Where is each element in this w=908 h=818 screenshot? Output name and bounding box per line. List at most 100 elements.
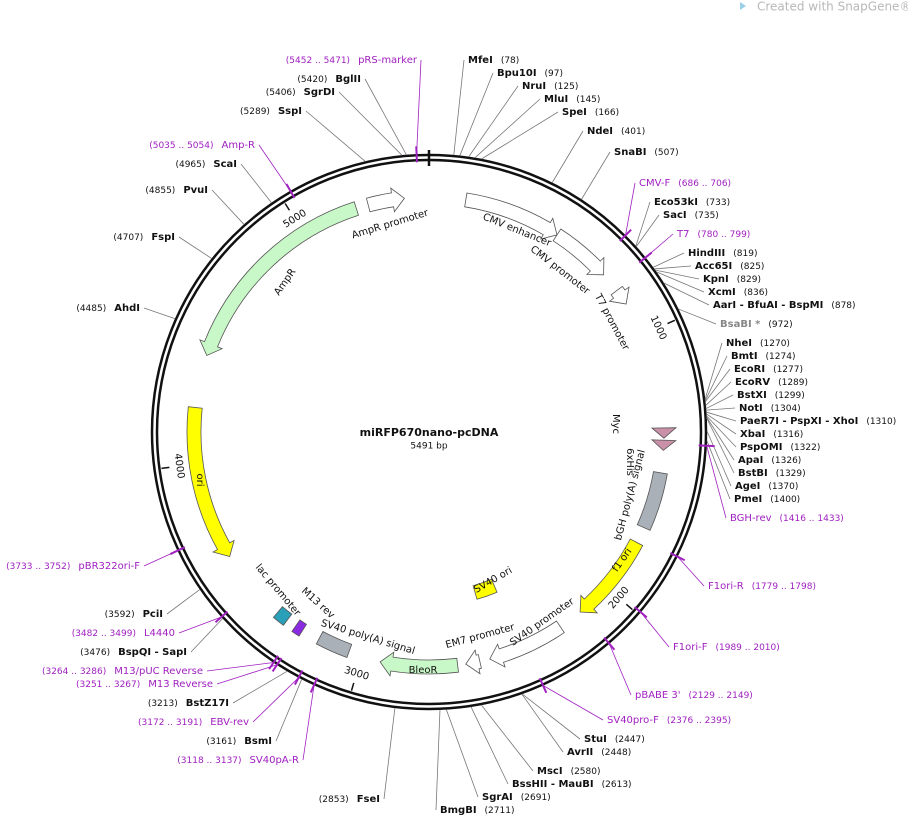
enzyme-position: (2580) <box>571 767 601 777</box>
primer-mark <box>538 677 548 694</box>
site-leader <box>470 706 509 785</box>
enzyme-position: (1326) <box>771 456 801 466</box>
primer-label: (5452 .. 5471) pRS-marker <box>286 55 418 66</box>
site-leader <box>706 417 735 474</box>
enzyme-name: BsaBI * <box>720 319 761 330</box>
enzyme-name: FseI <box>357 794 380 805</box>
site-label: EcoRV (1289) <box>735 377 808 388</box>
site-leader <box>143 307 176 320</box>
enzyme-name: XbaI <box>740 429 765 440</box>
primer-label: (3482 .. 3499) L4440 <box>72 628 175 639</box>
primer-name: BGH-rev <box>730 513 772 524</box>
site-label: SnaBI (507) <box>614 147 679 158</box>
enzyme-name: BglII <box>335 74 361 85</box>
primer-name: EBV-rev <box>210 717 249 728</box>
plasmid-size: 5491 bp <box>410 442 447 452</box>
enzyme-position: (1274) <box>766 352 796 362</box>
ruler-tick <box>161 466 170 470</box>
site-leader <box>635 214 660 247</box>
site-label: HindIII (819) <box>688 248 757 259</box>
primer-mark <box>638 251 653 264</box>
feature-shape <box>650 427 678 439</box>
site-label: BssHII - MauBI (2613) <box>512 779 632 790</box>
site-label: (4485) AhdI <box>76 303 140 314</box>
enzyme-name: NruI <box>522 81 546 92</box>
site-label: AvrII (2448) <box>567 747 631 758</box>
site-leader <box>706 411 737 422</box>
site-leader <box>474 98 541 159</box>
enzyme-name: MfeI <box>468 55 493 66</box>
feature-shape <box>199 201 360 357</box>
site-label: Acc65I (825) <box>695 261 764 272</box>
site-leader <box>704 342 723 400</box>
enzyme-name: SpeI <box>562 107 587 118</box>
primer-label: pBABE 3' (2129 .. 2149) <box>635 690 753 701</box>
feature-shape <box>291 619 308 637</box>
enzyme-name: ScaI <box>213 159 237 170</box>
primer-label: (3172 .. 3191) EBV-rev <box>138 717 249 728</box>
enzyme-name: BsmI <box>244 736 272 747</box>
enzyme-position: (1310) <box>866 417 896 427</box>
primer-name: pBR322ori-F <box>78 561 140 572</box>
site-label: (3476) BspQI - SapI <box>80 647 187 658</box>
site-label: SgrAI (2691) <box>482 792 551 803</box>
feature-shape <box>650 439 677 451</box>
ruler-tick <box>284 203 291 211</box>
primer-mark <box>619 228 632 242</box>
site-leader <box>481 704 534 772</box>
enzyme-position: (2711) <box>485 806 515 816</box>
enzyme-position: (4707) <box>113 233 143 243</box>
enzyme-position: (4965) <box>175 160 205 170</box>
primer-leader <box>640 611 670 648</box>
primer-position: (686 .. 706) <box>678 179 731 189</box>
site-leader <box>435 709 441 811</box>
site-label: XbaI (1316) <box>740 429 803 440</box>
enzyme-name: NheI <box>726 338 752 349</box>
enzyme-position: (825) <box>740 262 764 272</box>
enzyme-position: (5289) <box>240 107 270 117</box>
enzyme-position: (166) <box>595 108 619 118</box>
enzyme-name: FspI <box>151 232 175 243</box>
enzyme-position: (2613) <box>602 780 632 790</box>
enzyme-position: (2691) <box>521 793 551 803</box>
enzyme-name: EcoRV <box>735 377 770 388</box>
site-label: MluI (145) <box>544 94 600 105</box>
enzyme-position: (972) <box>768 320 792 330</box>
primer-position: (1416 .. 1433) <box>780 514 844 524</box>
site-leader <box>364 78 407 156</box>
site-label: (3213) BstZ17I <box>148 698 229 709</box>
site-label: ApaI (1326) <box>738 455 801 466</box>
primer-position: (3264 .. 3286) <box>42 667 106 677</box>
site-leader <box>581 151 611 200</box>
site-label: (4965) ScaI <box>175 159 237 170</box>
enzyme-name: Bpu10I <box>497 68 537 79</box>
enzyme-position: (4855) <box>145 186 175 196</box>
enzyme-position: (1299) <box>775 391 805 401</box>
primer-position: (5035 .. 5054) <box>149 141 213 151</box>
enzyme-name: BmgBI <box>440 805 477 816</box>
enzyme-position: (1329) <box>776 469 806 479</box>
site-label: EcoRI (1277) <box>734 364 803 375</box>
site-leader <box>338 91 403 156</box>
primer-mark <box>698 444 715 448</box>
primer-leader <box>252 677 299 723</box>
primer-name: F1ori-R <box>708 581 744 592</box>
site-leader <box>459 72 494 156</box>
feature-label: 6xHis <box>624 448 635 476</box>
enzyme-position: (1289) <box>778 378 808 388</box>
feature-shape <box>365 187 405 213</box>
ruler-tick <box>350 682 355 691</box>
site-label: KpnI (829) <box>703 274 761 285</box>
site-leader <box>706 440 731 500</box>
primer-label: SV40pro-F (2376 .. 2395) <box>607 715 731 726</box>
feature-label: Myc <box>610 414 621 434</box>
site-label: (4707) FspI <box>113 232 175 243</box>
enzyme-name: PciI <box>143 609 163 620</box>
enzyme-position: (878) <box>831 301 855 311</box>
feature-shape <box>465 649 482 675</box>
primer-position: (3482 .. 3499) <box>72 629 136 639</box>
enzyme-name: AgeI <box>735 481 760 492</box>
primer-mark <box>633 606 648 619</box>
site-label: PspOMI (1322) <box>740 442 820 453</box>
site-label: NheI (1270) <box>726 338 790 349</box>
